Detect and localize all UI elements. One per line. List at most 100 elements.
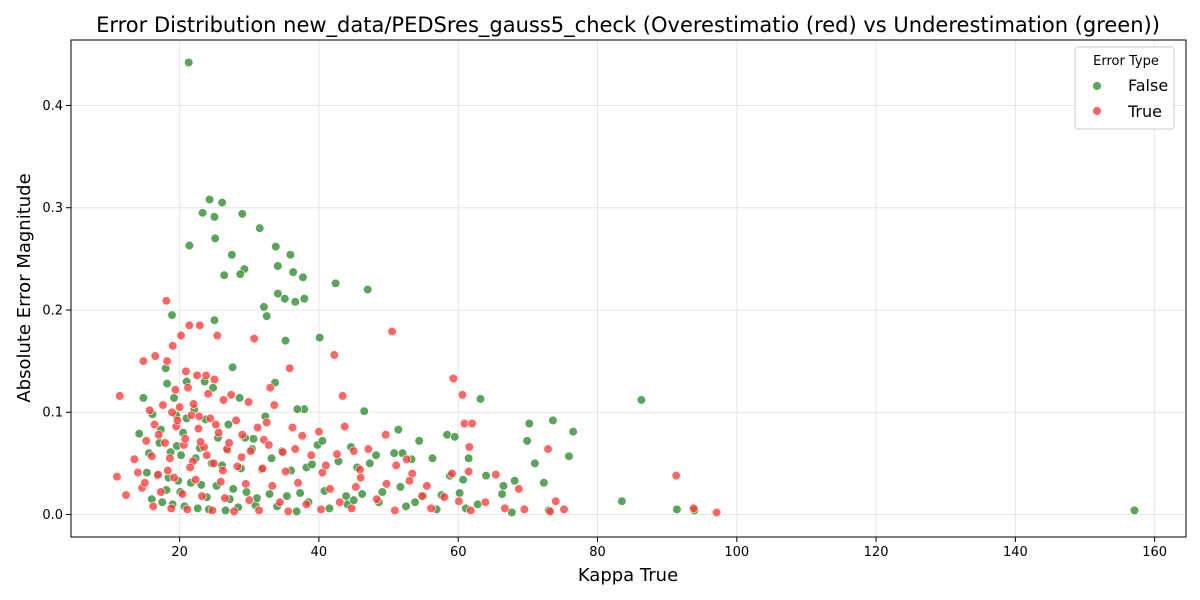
- point-true: [207, 505, 217, 516]
- point-true: [464, 442, 474, 452]
- point-true: [226, 390, 236, 400]
- point-true: [543, 444, 553, 454]
- point-false: [473, 499, 483, 509]
- point-false: [539, 478, 549, 488]
- legend-marker-false: [1092, 81, 1102, 91]
- point-true: [283, 506, 293, 517]
- point-false: [365, 458, 375, 468]
- point-false: [455, 488, 465, 498]
- point-false: [324, 503, 334, 513]
- point-true: [280, 466, 291, 477]
- x-tick-label: 160: [1142, 545, 1167, 560]
- point-false: [209, 212, 220, 222]
- point-false: [271, 241, 281, 252]
- point-true: [519, 504, 529, 514]
- point-true: [147, 451, 157, 461]
- point-true: [293, 478, 303, 488]
- x-axis-label: Kappa True: [578, 565, 678, 586]
- point-false: [298, 272, 308, 282]
- point-false: [273, 289, 283, 299]
- point-false: [389, 448, 399, 458]
- point-true: [161, 296, 172, 306]
- point-true: [188, 399, 199, 409]
- point-true: [231, 415, 241, 426]
- y-axis-ticks: 0.0 0.1 0.2 0.3 0.4: [42, 99, 71, 523]
- x-axis-ticks: 20 40 60 80 100 120 140 160: [171, 537, 1167, 560]
- point-false: [228, 484, 238, 494]
- point-true: [514, 484, 524, 494]
- point-true: [363, 444, 373, 454]
- point-true: [169, 473, 179, 483]
- point-true: [201, 370, 211, 381]
- point-true: [194, 411, 204, 421]
- point-false: [299, 294, 309, 304]
- point-true: [439, 492, 449, 502]
- point-true: [218, 395, 229, 405]
- point-false: [510, 476, 520, 486]
- point-true: [356, 473, 366, 483]
- point-true: [457, 390, 467, 400]
- point-false: [252, 493, 262, 503]
- point-false: [167, 310, 177, 320]
- point-false: [138, 393, 149, 403]
- point-true: [133, 467, 143, 478]
- point-false: [410, 497, 420, 507]
- point-false: [317, 436, 328, 446]
- point-true: [448, 373, 458, 384]
- point-true: [229, 506, 239, 517]
- point-false: [285, 250, 295, 260]
- point-true: [466, 505, 476, 516]
- y-axis-label: Absolute Error Magnitude: [14, 173, 35, 402]
- point-true: [387, 326, 397, 337]
- point-true: [154, 430, 164, 440]
- point-true: [237, 452, 247, 462]
- point-true: [335, 497, 345, 507]
- point-false: [464, 453, 474, 463]
- point-true: [203, 389, 213, 399]
- x-tick-label: 20: [171, 545, 188, 560]
- point-false: [162, 379, 172, 389]
- chart-title: Error Distribution new_data/PEDSres_gaus…: [96, 13, 1160, 38]
- point-true: [185, 462, 195, 473]
- point-false: [204, 194, 215, 205]
- point-false: [184, 240, 194, 251]
- point-false: [273, 261, 283, 271]
- point-true: [265, 383, 275, 393]
- point-false: [266, 453, 277, 463]
- x-tick-label: 100: [724, 545, 749, 560]
- point-true: [301, 499, 311, 509]
- point-true: [325, 484, 335, 494]
- point-true: [275, 497, 285, 507]
- point-false: [442, 430, 452, 440]
- point-true: [195, 320, 205, 330]
- point-true: [224, 438, 234, 448]
- point-true: [285, 363, 295, 373]
- point-true: [150, 351, 160, 361]
- point-false: [548, 415, 558, 426]
- point-true: [321, 460, 331, 471]
- point-false: [234, 393, 245, 403]
- legend-title: Error Type: [1093, 54, 1159, 69]
- point-false: [481, 471, 491, 481]
- point-false: [259, 302, 269, 312]
- point-false: [414, 436, 424, 446]
- point-false: [223, 419, 233, 430]
- point-true: [332, 449, 342, 459]
- point-true: [246, 446, 256, 456]
- point-false: [235, 269, 245, 279]
- point-false: [210, 233, 220, 243]
- point-false: [507, 507, 517, 518]
- point-true: [287, 422, 298, 433]
- point-false: [280, 294, 290, 304]
- point-false: [450, 432, 460, 442]
- point-true: [545, 506, 555, 517]
- point-false: [255, 223, 265, 233]
- point-true: [306, 450, 316, 460]
- point-true: [183, 383, 193, 393]
- point-true: [209, 374, 220, 385]
- point-false: [292, 506, 302, 517]
- point-true: [264, 440, 274, 450]
- point-true: [241, 479, 251, 489]
- x-tick-label: 80: [589, 545, 606, 560]
- point-false: [401, 501, 411, 511]
